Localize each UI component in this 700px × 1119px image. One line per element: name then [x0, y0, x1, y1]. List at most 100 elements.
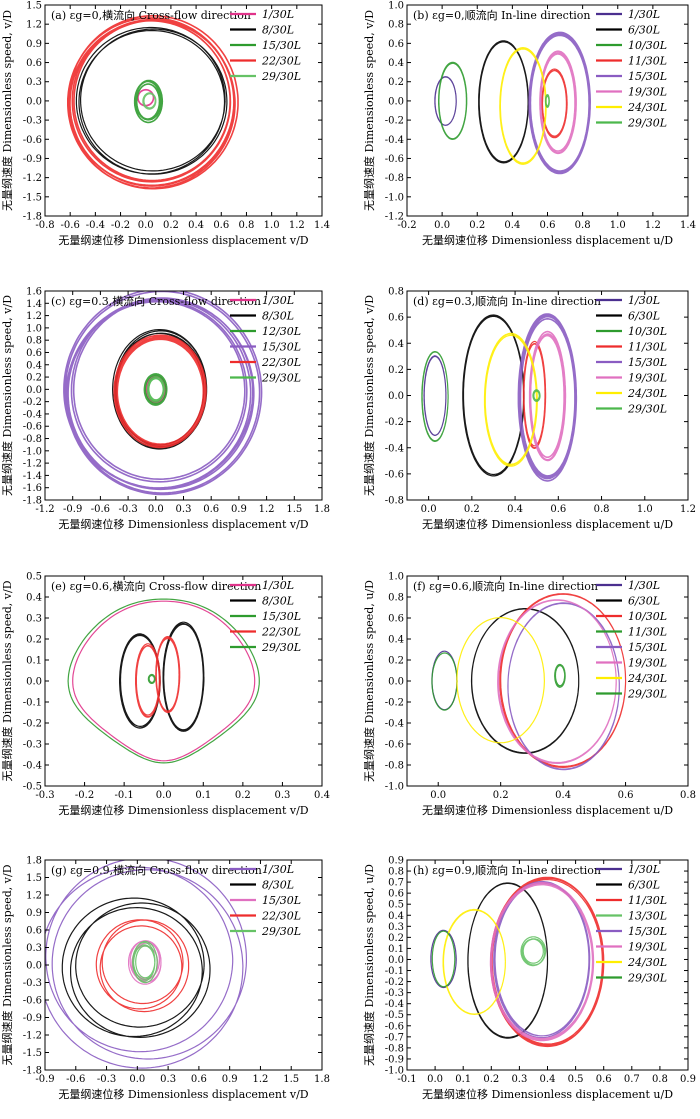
legend-label: 22/30L — [261, 356, 301, 369]
series-a-1 — [75, 26, 228, 175]
series-d-0 — [423, 355, 447, 436]
series-b-3 — [541, 68, 568, 139]
y-tick-label: -0.8 — [385, 173, 404, 184]
plot-area — [421, 313, 578, 482]
legend-label: 19/30L — [628, 372, 667, 385]
panel-e: -0.3 -0.2 -0.1 0.0 0.1 0.2 0.3 0.4 0.5 0.4 0.3 0.2 0… — [0, 572, 330, 818]
x-tick-label: 0.9 — [231, 504, 247, 515]
x-tick-label: 0.2 — [493, 790, 509, 801]
x-tick-label: 0.2 — [464, 504, 480, 515]
x-tick-label: 0.4 — [540, 1074, 556, 1085]
legend-label: 10/30L — [628, 325, 667, 338]
series-g-4 — [132, 940, 158, 984]
legend-label: 6/30L — [628, 310, 660, 323]
x-tick-label: 1.5 — [286, 504, 302, 515]
series-h-1 — [467, 882, 549, 1039]
x-tick-label: 0.5 — [568, 1074, 584, 1085]
y-tick-label: -0.5 — [385, 1010, 404, 1021]
y-tick-label: 0.6 — [26, 348, 42, 359]
plot-area — [67, 598, 260, 764]
series-b-2 — [438, 61, 468, 141]
y-axis-label: 无量纲速度 Dimensionless speed, v/D — [0, 295, 14, 496]
legend-label: 22/30L — [261, 55, 301, 68]
y-tick-label: -0.9 — [23, 154, 42, 165]
y-tick-label: -0.2 — [385, 698, 404, 709]
x-axis-label: 无量纲速位移 Dimensionless displacement u/D — [422, 517, 673, 531]
y-tick-label: -0.4 — [385, 999, 404, 1010]
legend-label: 11/30L — [628, 626, 667, 639]
x-tick-label: 0.2 — [163, 220, 179, 231]
legend-label: 29/30L — [627, 403, 667, 416]
y-tick-label: -0.9 — [23, 1013, 42, 1024]
y-tick-label: -0.7 — [385, 1032, 404, 1043]
plot-area — [434, 31, 591, 175]
y-tick-label: -0.3 — [23, 740, 42, 751]
y-tick-label: 0.0 — [26, 961, 42, 972]
series-f-3 — [431, 652, 458, 711]
plot-area — [67, 15, 239, 190]
x-tick-label: 0.7 — [624, 1074, 640, 1085]
panel-title: (c) εg=0.3,横流向 Cross-flow direction — [51, 294, 261, 308]
series-d-3 — [522, 340, 547, 450]
y-tick-label: 0.0 — [388, 96, 404, 107]
y-tick-label: -1.8 — [23, 212, 42, 223]
legend-label: 8/30L — [262, 24, 294, 37]
x-axis-label: 无量纲速位移 Dimensionless displacement u/D — [422, 803, 673, 817]
x-tick-label: 0.6 — [540, 220, 556, 231]
y-tick-label: -0.6 — [385, 740, 404, 751]
y-tick-label: 0.0 — [388, 677, 404, 688]
x-tick-label: 0.6 — [596, 1074, 612, 1085]
y-tick-label: -0.4 — [23, 761, 42, 772]
x-tick-label: -0.6 — [91, 504, 110, 515]
x-tick-label: 0.2 — [235, 790, 251, 801]
legend-label: 12/30L — [262, 325, 301, 338]
x-tick-label: 0.1 — [455, 1074, 471, 1085]
x-tick-label: 0.2 — [469, 220, 485, 231]
x-tick-label: 0.4 — [504, 220, 520, 231]
plot-area — [63, 291, 263, 496]
plot-area — [45, 860, 247, 1069]
x-tick-label: 0.9 — [680, 1074, 696, 1085]
x-tick-label: 1.8 — [314, 504, 330, 515]
legend: 1/30L 8/30L 15/30L 22/30L 29/30L — [230, 8, 301, 83]
plot-frame — [44, 4, 323, 217]
series-g-1 — [61, 897, 211, 1039]
x-tick-label: 0.6 — [203, 504, 219, 515]
legend: 1/30L 6/30L 10/30L 11/30L 15/30L 19/30L 24/30L… — [596, 579, 667, 701]
series-d-2 — [421, 351, 449, 442]
y-tick-label: 0.2 — [388, 77, 404, 88]
legend-label: 29/30L — [261, 70, 301, 83]
legend-label: 22/30L — [261, 626, 301, 639]
x-tick-label: -0.9 — [35, 1074, 54, 1085]
x-tick-label: 0.4 — [188, 220, 204, 231]
legend-label: 1/30L — [262, 579, 294, 592]
x-tick-label: 1.2 — [289, 220, 305, 231]
series-c-4 — [113, 334, 207, 449]
series-h-0 — [430, 929, 457, 989]
series-e-3-0 — [135, 643, 161, 718]
x-tick-label: 0.9 — [222, 1074, 238, 1085]
y-tick-label: 0.1 — [388, 944, 404, 955]
series-a-0 — [137, 88, 155, 107]
x-tick-label: 0.8 — [594, 504, 610, 515]
x-tick-label: 1.0 — [264, 220, 280, 231]
x-tick-label: 1.2 — [252, 1074, 268, 1085]
legend-label: 15/30L — [262, 39, 301, 52]
legend-label: 1/30L — [262, 863, 294, 876]
x-tick-label: 0.3 — [511, 1074, 527, 1085]
x-tick-label: 0.8 — [652, 1074, 668, 1085]
plot-frame — [44, 575, 323, 787]
y-axis-label: 无量纲速度 Dimensionless speed, v/D — [0, 10, 14, 211]
legend-label: 24/30L — [627, 956, 667, 969]
x-tick-label: 1.2 — [645, 220, 661, 231]
series-f-7 — [554, 663, 566, 688]
y-tick-label: 0.2 — [388, 656, 404, 667]
y-axis-label: 无量纲速度 Dimensionless speed, v/D — [0, 864, 14, 1065]
y-tick-label: 0.7 — [388, 878, 404, 889]
legend-label: 19/30L — [628, 941, 667, 954]
y-tick-label: 0.3 — [26, 943, 42, 954]
y-tick-label: 1.2 — [26, 311, 42, 322]
panel-f: 0.0 0.2 0.4 0.6 0.8 1.0 0.8 0.6 0.4 0.2 0.0 -0.2 -0.… — [362, 572, 696, 818]
y-tick-label: -1.2 — [23, 459, 42, 470]
y-tick-label: -0.6 — [23, 422, 42, 433]
